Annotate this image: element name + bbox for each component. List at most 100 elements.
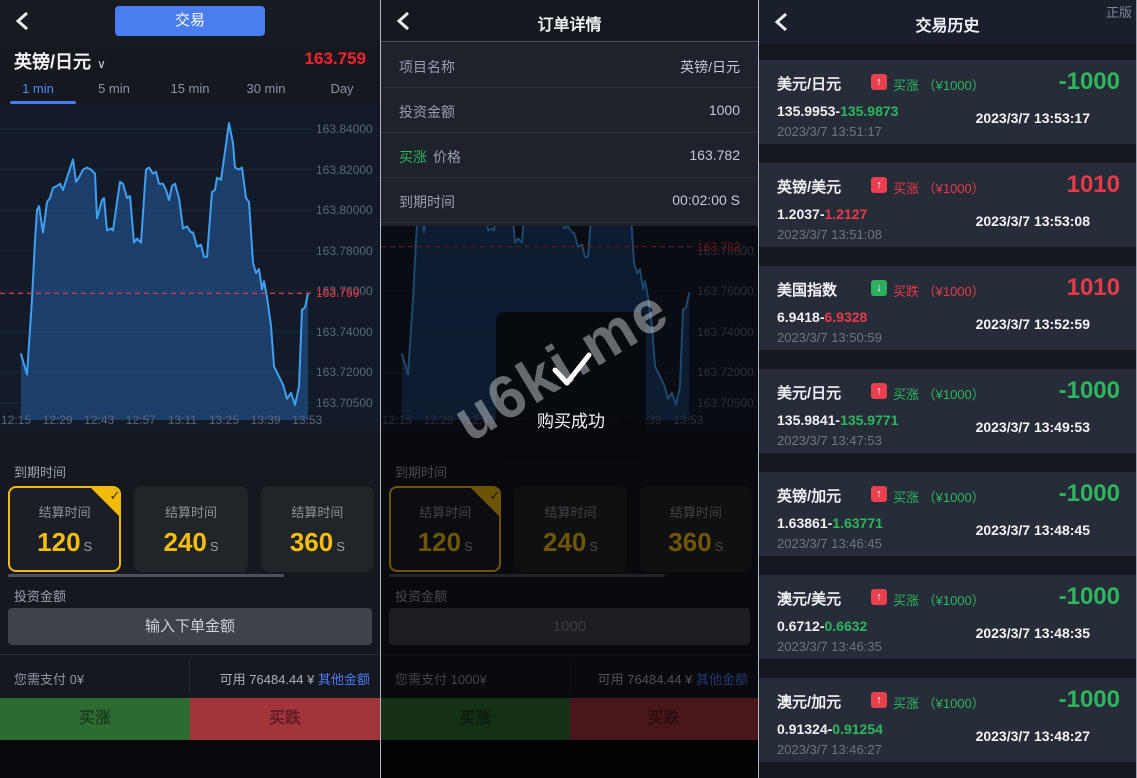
trade-panel: 交易 英镑/日元 ∨ 163.759 1 min 5 min 15 min 30 … — [0, 0, 380, 778]
detail-row-expiry: 到期时间 00:02:00 S — [381, 178, 758, 223]
close-timestamp: 2023/3/7 13:49:53 — [975, 419, 1090, 435]
open-timestamp: 2023/3/7 13:51:17 — [777, 124, 882, 139]
close-timestamp: 2023/3/7 13:48:45 — [975, 522, 1090, 538]
tab-day[interactable]: Day — [330, 81, 354, 96]
close-price: 135.9771 — [840, 412, 899, 428]
tab-15min[interactable]: 15 min — [170, 81, 210, 96]
profit-value: -1000 — [1058, 480, 1120, 507]
open-timestamp: 2023/3/7 13:51:08 — [777, 227, 882, 242]
tab-30min[interactable]: 30 min — [246, 81, 286, 96]
genuine-badge: 正版 — [1105, 5, 1132, 20]
open-price: 135.9953- — [777, 103, 841, 119]
option-caption: 结算时间 — [291, 505, 344, 520]
history-row[interactable]: 美元/日元 ↑ 买涨 （¥1000） -1000 135.9953-135.98… — [759, 60, 1136, 144]
order-panel: 163.78000163.76000163.74000163.72000163.… — [380, 0, 758, 778]
direction-badge-icon: ↑ — [871, 383, 887, 399]
history-row[interactable]: 澳元/美元 ↑ 买涨 （¥1000） -1000 0.6712-0.6632 2… — [759, 575, 1136, 659]
current-price: 163.759 — [304, 49, 366, 68]
pair-label: 美元/日元 — [777, 385, 842, 402]
detail-row-price: 买涨 价格 163.782 — [381, 133, 758, 178]
open-price: 1.2037- — [777, 206, 825, 222]
history-row[interactable]: 美国指数 ↓ 买跌 （¥1000） 1010 6.9418-6.9328 202… — [759, 266, 1136, 350]
trade-buttons: 买涨 买跌 — [0, 698, 380, 740]
pair-label: 美国指数 — [777, 282, 838, 299]
close-timestamp: 2023/3/7 13:53:08 — [975, 213, 1090, 229]
current-price-tag: 163.759 — [316, 286, 360, 301]
direction-amount-label: 买涨 （¥1000） — [893, 490, 985, 505]
price-range: 135.9953-135.9873 — [777, 103, 898, 119]
direction-badge-icon: ↑ — [871, 74, 887, 90]
y-axis-label: 163.78000 — [316, 243, 373, 258]
profit-value: -1000 — [1058, 583, 1120, 610]
close-price: 0.91254 — [832, 721, 883, 737]
history-row[interactable]: 英镑/美元 ↑ 买涨 （¥1000） 1010 1.2037-1.2127 20… — [759, 163, 1136, 247]
open-timestamp: 2023/3/7 13:50:59 — [777, 330, 882, 345]
amount-input[interactable]: 输入下单金额 — [8, 608, 372, 645]
toast-message: 购买成功 — [537, 412, 605, 431]
timeframe-tabs: 1 min 5 min 15 min 30 min Day — [0, 78, 380, 104]
close-price: 0.6632 — [824, 618, 868, 634]
option-unit: S — [83, 539, 93, 554]
direction-badge-icon: ↑ — [871, 589, 887, 605]
back-icon[interactable] — [393, 9, 417, 33]
options-scrollbar[interactable] — [8, 574, 284, 577]
trade-header: 交易 — [0, 0, 380, 42]
profit-value: 1010 — [1066, 171, 1120, 198]
x-axis-label: 13:25 — [208, 413, 240, 427]
x-axis-label: 13:39 — [250, 413, 281, 427]
x-axis-label: 12:43 — [84, 413, 115, 427]
close-price: 1.2127 — [824, 206, 868, 222]
detail-label: 到期时间 — [399, 194, 455, 210]
option-caption: 结算时间 — [165, 505, 218, 520]
direction-amount-label: 买跌 （¥1000） — [893, 284, 985, 299]
price-range: 1.63861-1.63771 — [777, 515, 883, 531]
price-range: 0.6712-0.6632 — [777, 618, 867, 634]
pair-label: 英镑/美元 — [777, 179, 842, 196]
back-icon[interactable] — [12, 9, 36, 33]
direction-amount-label: 买涨 （¥1000） — [893, 593, 985, 608]
detail-label: 价格 — [433, 149, 461, 165]
history-row[interactable]: 澳元/加元 ↑ 买涨 （¥1000） -1000 0.91324-0.91254… — [759, 678, 1136, 762]
detail-value: 1000 — [708, 102, 740, 118]
close-timestamp: 2023/3/7 13:48:35 — [975, 625, 1090, 641]
detail-label: 投资金额 — [399, 104, 455, 120]
tab-5min[interactable]: 5 min — [98, 81, 130, 96]
pair-label: 英镑/日元 — [14, 52, 92, 72]
pair-label: 英镑/加元 — [777, 488, 842, 505]
buy-up-button[interactable]: 买涨 — [0, 698, 190, 740]
close-timestamp: 2023/3/7 13:48:27 — [975, 728, 1090, 744]
available-balance: 可用 76484.44 ¥ — [219, 672, 315, 687]
buy-down-button[interactable]: 买跌 — [190, 698, 380, 740]
y-axis-label: 163.74000 — [316, 324, 373, 339]
tab-1min[interactable]: 1 min — [22, 81, 54, 96]
pair-selector[interactable]: 英镑/日元 ∨ — [14, 48, 106, 74]
price-chart[interactable]: 163.84000 163.82000 163.80000 163.78000 163.… — [0, 104, 378, 430]
trade-tab-button[interactable]: 交易 — [115, 6, 265, 36]
x-axis-label: 13:53 — [292, 413, 323, 427]
y-axis-label: 163.82000 — [316, 162, 373, 177]
direction-badge-icon: ↑ — [871, 692, 887, 708]
direction-badge-icon: ↑ — [871, 486, 887, 502]
other-amount-link[interactable]: 其他金额 — [317, 672, 370, 687]
detail-value: 163.782 — [689, 147, 740, 163]
open-price: 0.6712- — [777, 618, 825, 634]
history-row[interactable]: 美元/日元 ↑ 买涨 （¥1000） -1000 135.9841-135.97… — [759, 369, 1136, 453]
page-title: 订单详情 — [537, 17, 602, 34]
direction-amount-label: 买涨 （¥1000） — [893, 78, 985, 93]
open-timestamp: 2023/3/7 13:46:35 — [777, 639, 882, 654]
history-header: 交易历史 — [759, 0, 1136, 44]
back-icon[interactable] — [771, 10, 795, 34]
history-row[interactable]: 英镑/加元 ↑ 买涨 （¥1000） -1000 1.63861-1.63771… — [759, 472, 1136, 556]
profit-value: -1000 — [1058, 686, 1120, 713]
option-caption: 结算时间 — [38, 505, 91, 520]
close-price: 135.9873 — [840, 103, 899, 119]
direction-amount-label: 买涨 （¥1000） — [893, 696, 985, 711]
direction-label: 买涨 — [399, 149, 427, 165]
option-unit: S — [209, 539, 219, 554]
page-title: 交易历史 — [915, 18, 980, 35]
open-price: 1.63861- — [777, 515, 833, 531]
y-axis-label: 163.72000 — [316, 365, 373, 380]
